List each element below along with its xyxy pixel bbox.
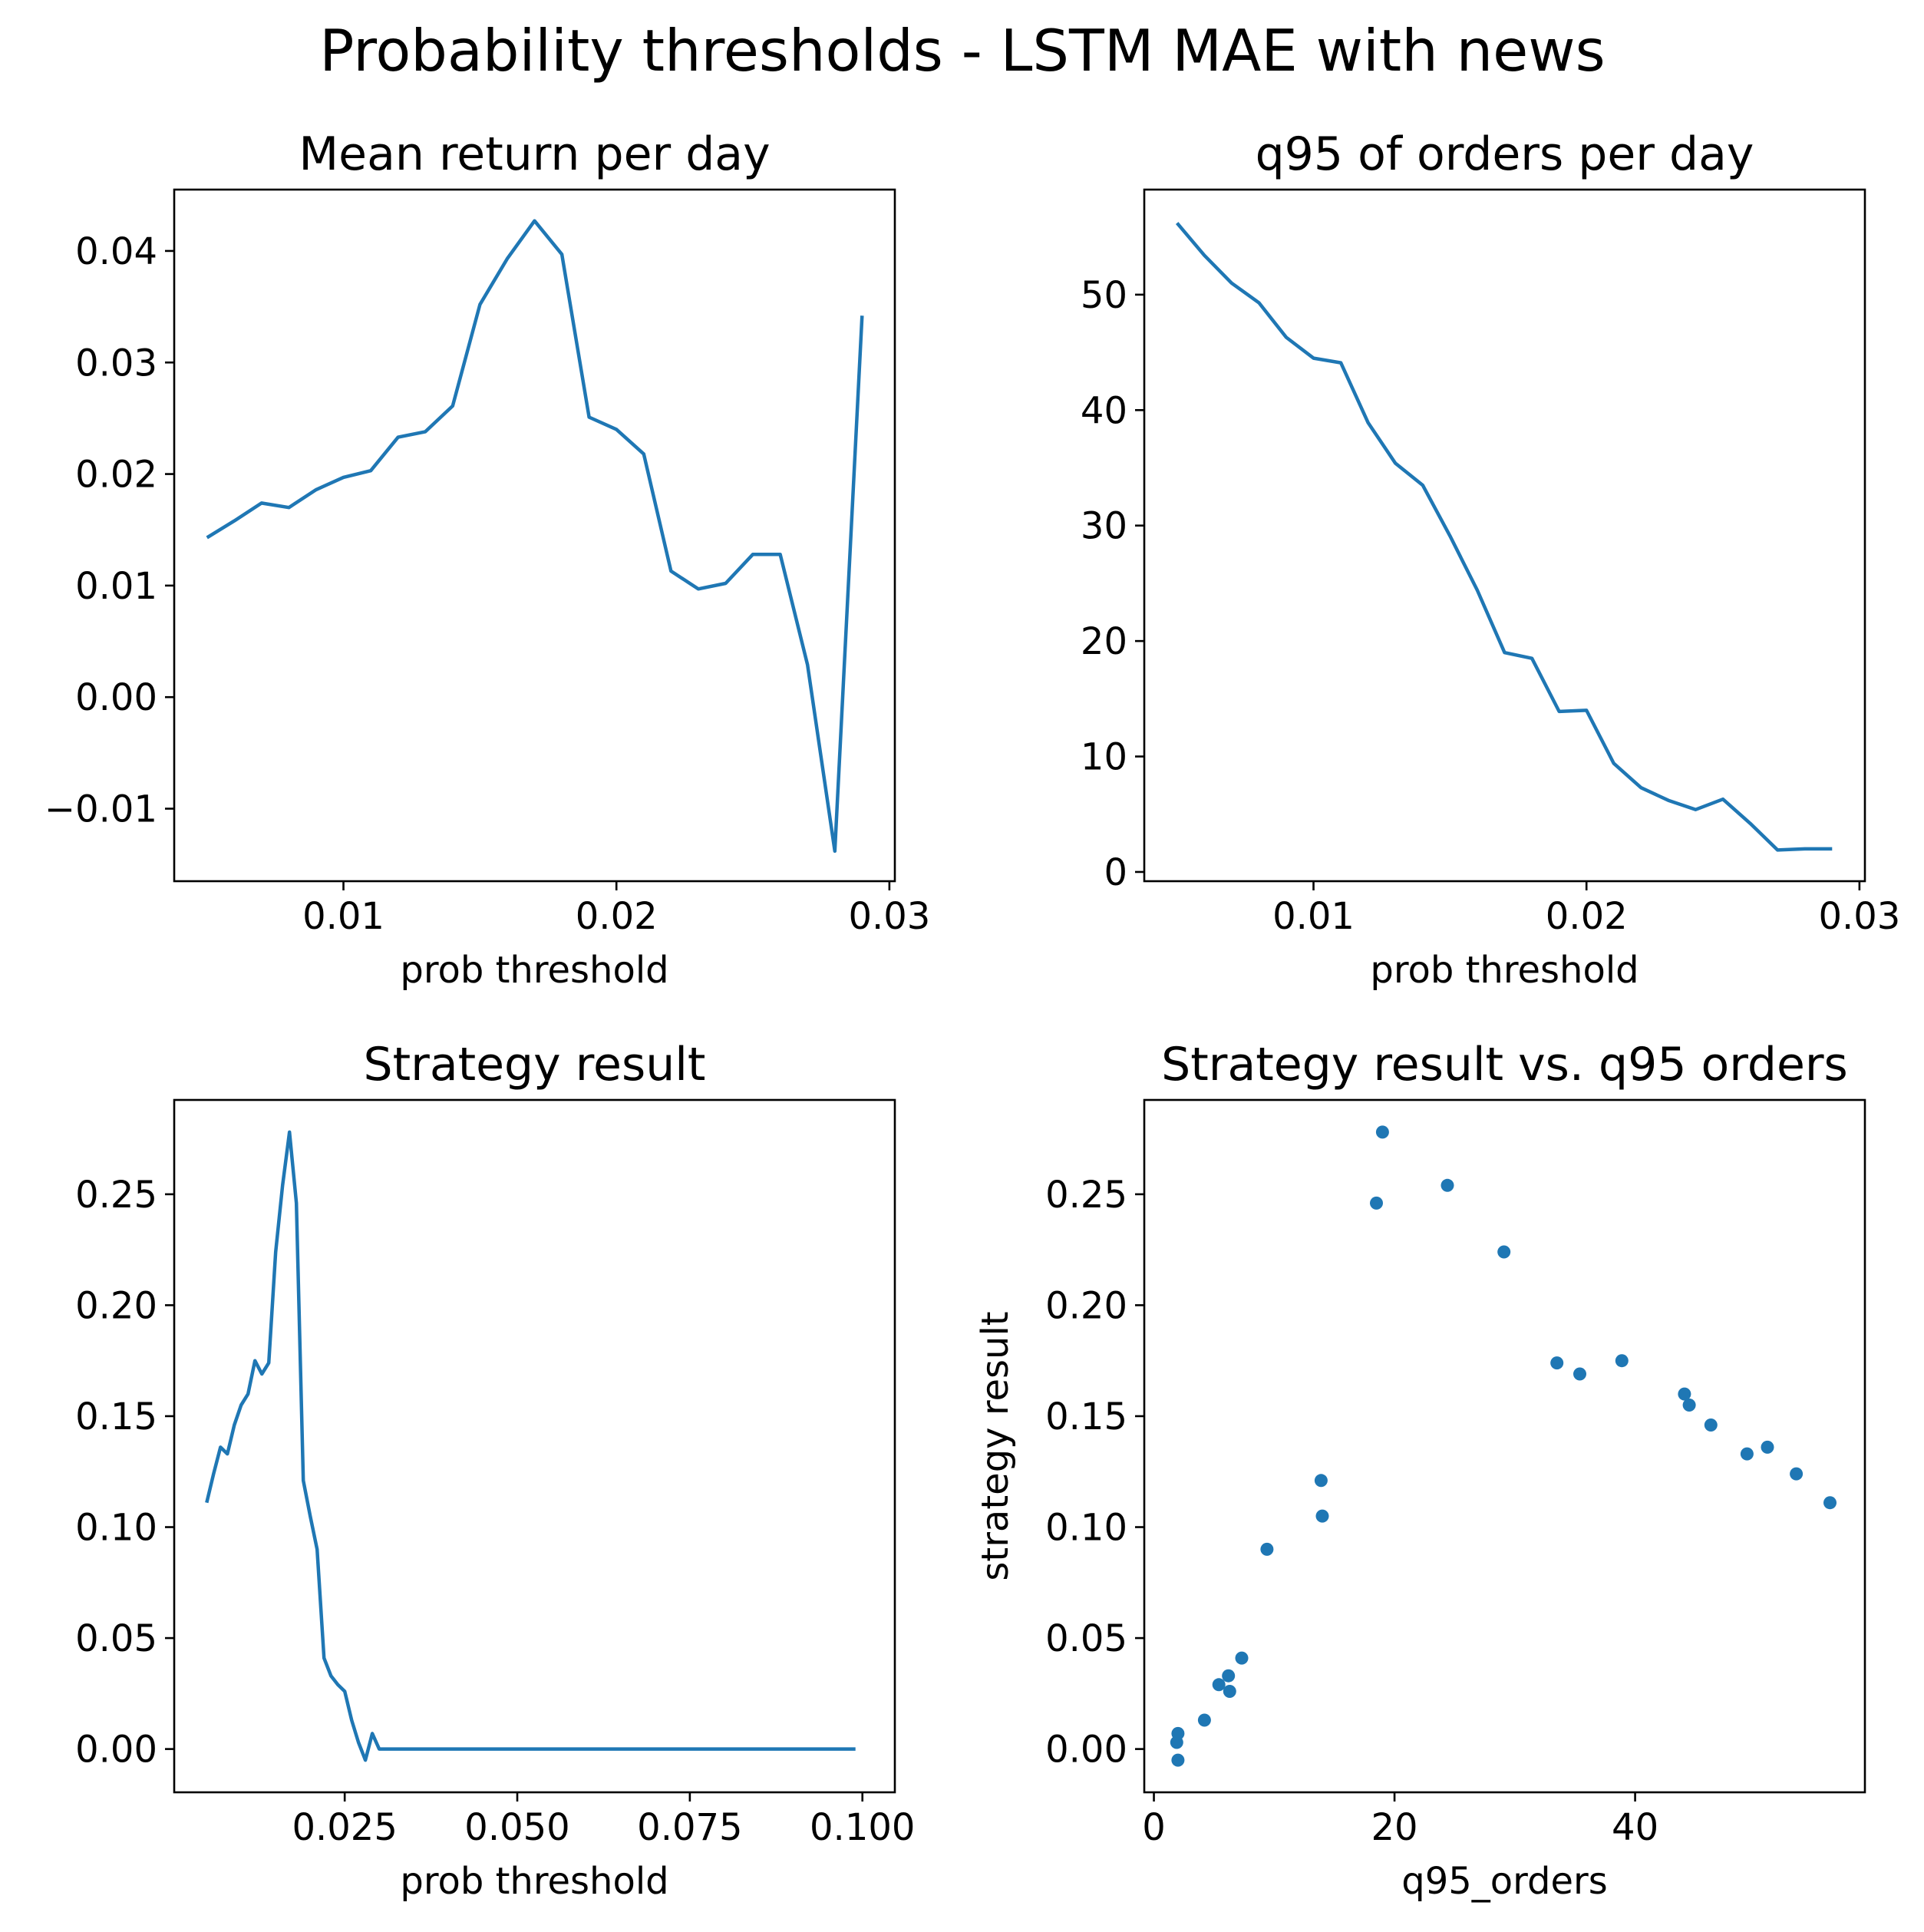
x-tick-label: 40	[1612, 1806, 1658, 1849]
scatter-point	[1823, 1496, 1837, 1510]
plot-frame	[1143, 1098, 1866, 1794]
panel-mean-return: Mean return per day 0.01 0.02 0.03 −0.01 0.00…	[45, 127, 930, 992]
x-tick-label: 0.025	[292, 1806, 397, 1849]
y-tick-label: 0.25	[1045, 1174, 1127, 1217]
scatter-point	[1573, 1367, 1586, 1381]
scatter-point	[1375, 1125, 1389, 1139]
plot-frame	[1143, 188, 1866, 883]
scatter-point	[1678, 1387, 1691, 1401]
x-tick-label: 0.050	[464, 1806, 569, 1849]
panel-title: q95 of orders per day	[1256, 127, 1754, 181]
y-tick-label: 0.10	[1045, 1507, 1127, 1550]
scatter-point	[1260, 1542, 1274, 1556]
y-tick-label: 0.05	[1045, 1617, 1127, 1660]
plot-frame	[173, 1098, 896, 1794]
scatter-point	[1704, 1418, 1718, 1432]
y-tick-label: 30	[1081, 505, 1127, 548]
y-tick-label: 0.02	[75, 454, 157, 497]
panel-strategy-vs-orders: Strategy result vs. q95 orders 0 20 40 0.00 0…	[974, 1038, 1866, 1903]
y-tick-label: 0.15	[75, 1395, 157, 1438]
x-tick-label: 0.075	[637, 1806, 742, 1849]
y-tick-label: 0.20	[1045, 1284, 1127, 1327]
scatter-point	[1761, 1440, 1774, 1454]
y-tick-label: 0.25	[75, 1174, 157, 1217]
x-tick-label: 0.03	[848, 895, 930, 938]
x-axis-label: q95_orders	[1401, 1860, 1608, 1903]
scatter-point	[1441, 1178, 1454, 1192]
scatter-point	[1682, 1399, 1696, 1412]
y-tick-label: 0.00	[75, 1729, 157, 1772]
panel-title: Strategy result vs. q95 orders	[1161, 1038, 1848, 1091]
y-tick-label: 0.00	[1045, 1729, 1127, 1772]
y-tick-label: 50	[1081, 274, 1127, 317]
scatter-point	[1370, 1196, 1383, 1210]
y-axis-label: strategy result	[974, 1311, 1017, 1580]
scatter-point	[1615, 1354, 1629, 1368]
scatter-point	[1314, 1474, 1328, 1488]
scatter-point	[1197, 1713, 1211, 1727]
y-tick-label: 0.00	[75, 676, 157, 719]
scatter-point	[1171, 1753, 1185, 1767]
x-axis-label: prob threshold	[400, 1860, 668, 1903]
x-tick-label: 0.02	[1546, 895, 1628, 938]
y-tick-label: 0.10	[75, 1507, 157, 1550]
scatter-point	[1223, 1685, 1236, 1698]
scatter-point	[1550, 1356, 1564, 1370]
y-tick-label: 0	[1104, 851, 1127, 894]
panel-title: Mean return per day	[299, 127, 770, 181]
y-tick-label: 0.15	[1045, 1395, 1127, 1438]
x-tick-label: 0.03	[1818, 895, 1900, 938]
x-tick-label: 20	[1371, 1806, 1418, 1849]
series-line	[206, 219, 864, 854]
y-tick-label: 20	[1081, 620, 1127, 663]
x-tick-label: 0.100	[810, 1806, 915, 1849]
x-axis-label: prob threshold	[400, 949, 668, 992]
y-tick-label: 0.03	[75, 342, 157, 385]
y-tick-label: 0.04	[75, 230, 157, 273]
scatter-point	[1497, 1245, 1511, 1259]
x-axis-label: prob threshold	[1370, 949, 1639, 992]
plot-frame	[173, 188, 896, 883]
panel-title: Strategy result	[364, 1038, 706, 1091]
series-line	[1175, 222, 1833, 852]
scatter-point	[1790, 1467, 1804, 1481]
y-tick-label: 40	[1081, 389, 1127, 432]
figure-title: Probability thresholds - LSTM MAE with n…	[319, 17, 1605, 84]
y-tick-label: 0.05	[75, 1617, 157, 1660]
scatter-point	[1171, 1726, 1185, 1740]
panel-strategy-result: Strategy result 0.025 0.050 0.075 0.100 0.00 0…	[75, 1038, 915, 1903]
scatter-point	[1222, 1669, 1236, 1683]
series-line	[205, 1130, 856, 1762]
x-tick-label: 0.02	[576, 895, 658, 938]
scatter-point	[1235, 1651, 1249, 1665]
x-tick-label: 0.01	[1272, 895, 1355, 938]
y-tick-label: 0.20	[75, 1284, 157, 1327]
x-tick-label: 0	[1142, 1806, 1166, 1849]
scatter-point	[1740, 1447, 1754, 1461]
scatter-point	[1212, 1678, 1226, 1692]
y-tick-label: 0.01	[75, 565, 157, 608]
y-tick-label: 10	[1081, 736, 1127, 779]
panel-q95-orders: q95 of orders per day 0.01 0.02 0.03 0 10 20 30…	[1081, 127, 1900, 992]
x-tick-label: 0.01	[302, 895, 384, 938]
y-tick-label: −0.01	[45, 788, 157, 831]
scatter-point	[1315, 1509, 1329, 1523]
